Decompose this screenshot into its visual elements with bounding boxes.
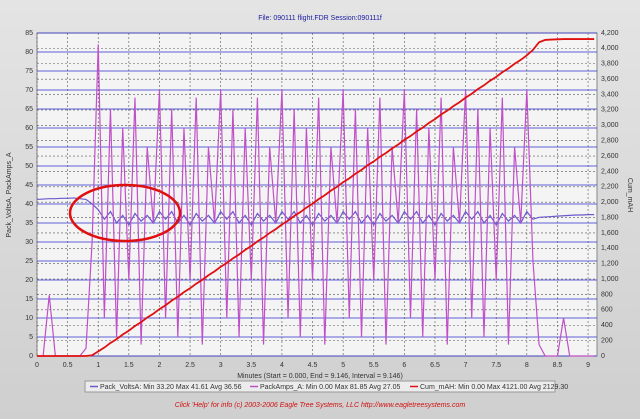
y2-tick-label: 4,200	[601, 30, 619, 37]
legend-label: PackAmps_A	[260, 384, 302, 391]
y2-tick-label: 1,000	[601, 276, 619, 283]
y2-tick-label: 2,400	[601, 168, 619, 175]
y2-tick-label: 800	[601, 291, 613, 298]
y-tick-label: 50	[25, 163, 33, 170]
x-tick-label: 4.5	[308, 362, 318, 369]
y2-axis-title: Cum_mAH	[626, 178, 633, 212]
y-tick-label: 45	[25, 182, 33, 189]
legend-box	[84, 380, 556, 393]
y2-tick-label: 3,200	[601, 107, 619, 114]
legend-stats: : Min 0.00 Max 4121.00 Avg 2129.30	[454, 384, 568, 391]
x-axis-title: Minutes (Start = 0.000, End = 9.146, Int…	[237, 373, 403, 380]
x-tick-label: 2.5	[185, 362, 195, 369]
x-tick-label: 0.5	[63, 362, 73, 369]
x-tick-label: 8	[525, 362, 529, 369]
x-tick-label: 9	[586, 362, 590, 369]
y2-tick-label: 2,200	[601, 184, 619, 191]
legend-stats: : Min 0.00 Max 81.85 Avg 27.05	[302, 384, 400, 391]
x-tick-label: 3	[219, 362, 223, 369]
y-tick-label: 65	[25, 106, 33, 113]
y2-tick-label: 2,600	[601, 153, 619, 160]
plot-area	[36, 32, 598, 357]
y-tick-label: 40	[25, 201, 33, 208]
y-axis-title: Pack_VoltsA, PackAmps_A	[6, 152, 13, 238]
y-tick-label: 25	[25, 258, 33, 265]
y-tick-label: 30	[25, 239, 33, 246]
x-tick-label: 5	[341, 362, 345, 369]
x-tick-label: 1.5	[124, 362, 134, 369]
y-tick-label: 75	[25, 68, 33, 75]
y2-tick-label: 1,200	[601, 261, 619, 268]
y2-tick-label: 3,800	[601, 61, 619, 68]
y2-tick-label: 1,400	[601, 245, 619, 252]
y-tick-label: 70	[25, 87, 33, 94]
x-tick-label: 2	[158, 362, 162, 369]
series-line	[37, 44, 595, 357]
y2-tick-label: 3,400	[601, 91, 619, 98]
y2-tick-label: 200	[601, 337, 613, 344]
y-tick-label: 0	[29, 353, 33, 360]
y-tick-label: 20	[25, 277, 33, 284]
y2-tick-label: 400	[601, 322, 613, 329]
y-tick-label: 80	[25, 49, 33, 56]
y2-tick-label: 600	[601, 307, 613, 314]
y2-tick-label: 3,600	[601, 76, 619, 83]
footer: Click 'Help' for info (c) 2003-2006 Eagl…	[175, 402, 466, 409]
x-tick-label: 6	[402, 362, 406, 369]
y-tick-label: 55	[25, 144, 33, 151]
chart-title: File: 090111 flight.FDR Session:090111f	[258, 15, 382, 22]
y-tick-label: 10	[25, 315, 33, 322]
y-tick-label: 15	[25, 296, 33, 303]
x-tick-label: 6.5	[430, 362, 440, 369]
x-tick-label: 1	[96, 362, 100, 369]
legend-stats: : Min 33.20 Max 41.61 Avg 36.56	[139, 384, 241, 391]
x-tick-label: 7	[464, 362, 468, 369]
y-tick-label: 85	[25, 30, 33, 37]
plot: 02004006008001,0001,2001,4001,6001,8002,…	[25, 30, 618, 369]
y-tick-label: 35	[25, 220, 33, 227]
y2-tick-label: 3,000	[601, 122, 619, 129]
x-tick-label: 0	[35, 362, 39, 369]
x-tick-label: 4	[280, 362, 284, 369]
highlight-ellipse	[68, 183, 182, 243]
x-tick-label: 3.5	[246, 362, 256, 369]
y2-tick-label: 1,600	[601, 230, 619, 237]
legend-label: Cum_mAH	[420, 384, 454, 391]
y2-tick-label: 4,000	[601, 45, 619, 52]
x-tick-label: 7.5	[491, 362, 501, 369]
y2-tick-label: 0	[601, 353, 605, 360]
x-tick-label: 8.5	[553, 362, 563, 369]
series-line	[36, 197, 595, 227]
y-tick-label: 60	[25, 125, 33, 132]
legend-label: Pack_VoltsA	[100, 384, 140, 391]
y-tick-label: 5	[29, 334, 33, 341]
y2-tick-label: 2,000	[601, 199, 619, 206]
x-tick-label: 5.5	[369, 362, 379, 369]
series-line	[37, 38, 595, 357]
y2-tick-label: 1,800	[601, 214, 619, 221]
y2-tick-label: 2,800	[601, 138, 619, 145]
